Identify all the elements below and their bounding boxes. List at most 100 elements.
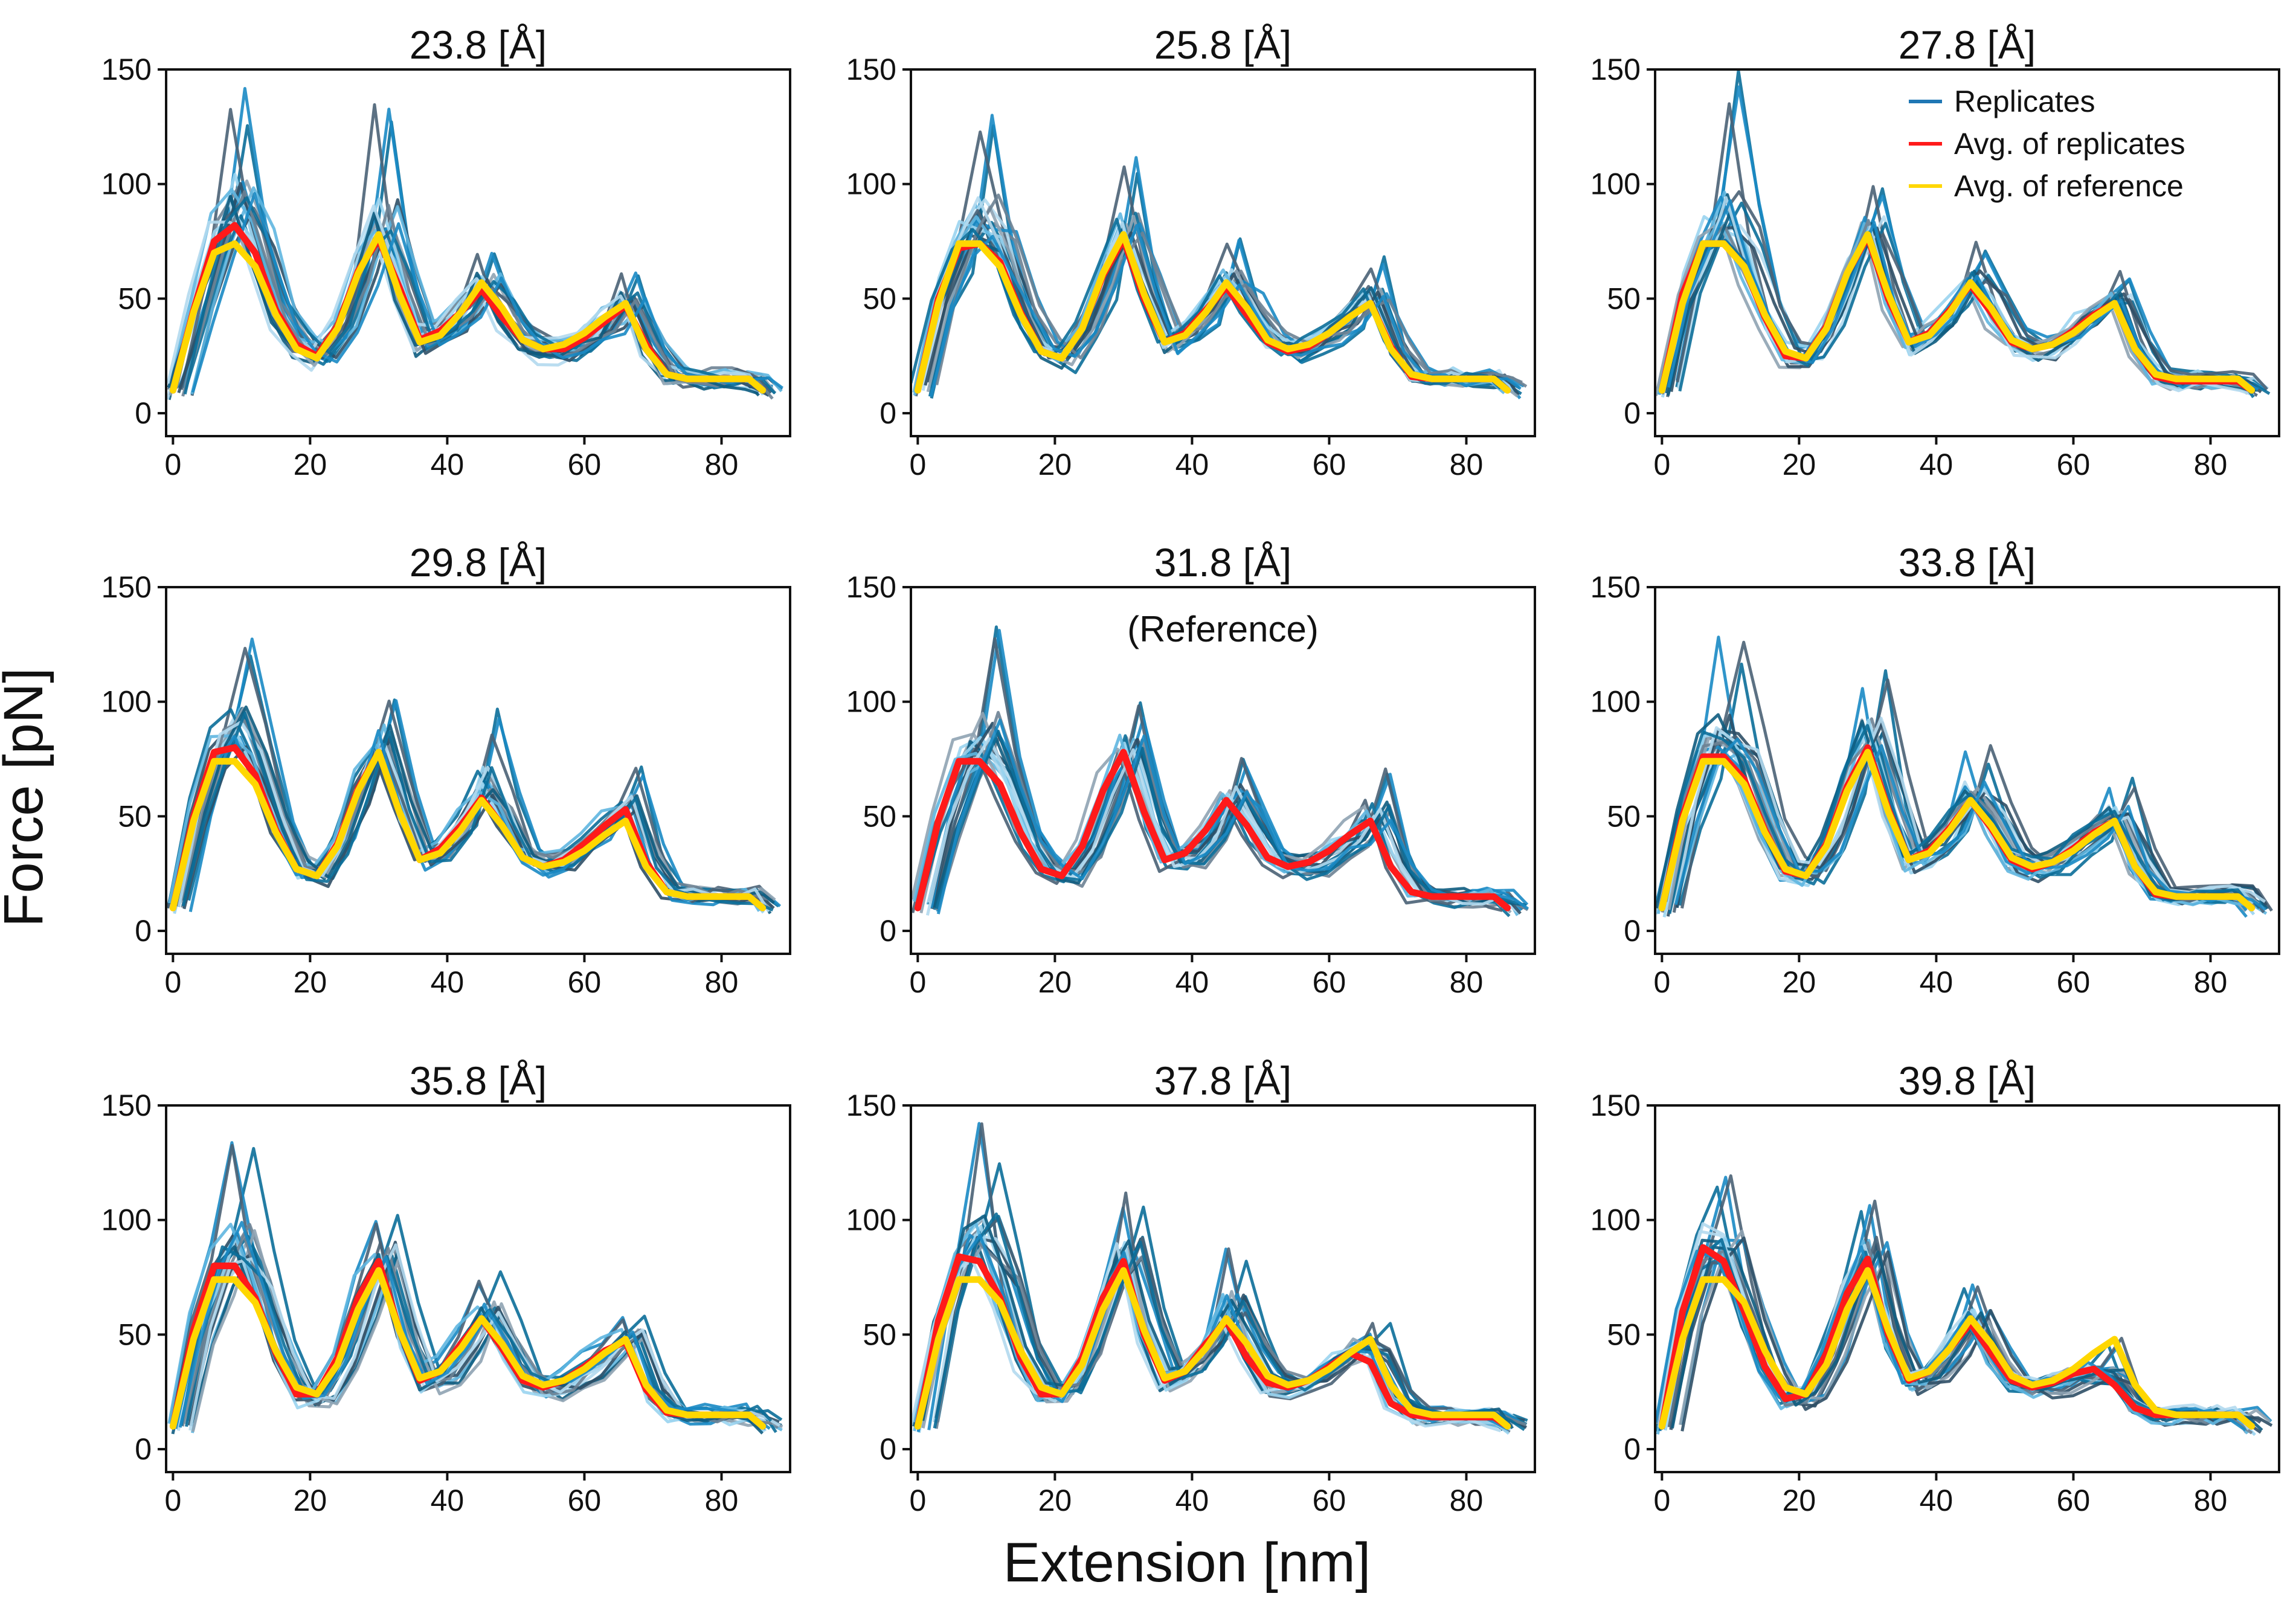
plot-area <box>911 1122 1528 1435</box>
panel-4: 29.8 [Å] 0 20 40 60 80 0 50 100 150 <box>101 540 791 999</box>
x-tick-label: 0 <box>909 448 926 481</box>
x-tick-label: 80 <box>705 1484 739 1517</box>
y-tick-label: 50 <box>863 1317 896 1351</box>
plot-area <box>167 1141 783 1435</box>
x-tick-label: 20 <box>294 965 327 999</box>
x-tick-label: 60 <box>2057 448 2091 481</box>
x-tick-label: 0 <box>1653 965 1670 999</box>
x-tick-label: 80 <box>2194 448 2228 481</box>
y-tick-label: 150 <box>846 53 896 86</box>
x-tick-label: 60 <box>568 448 602 481</box>
plot-area <box>166 637 782 915</box>
x-tick-label: 40 <box>431 1484 465 1517</box>
panel-1: 23.8 [Å] 0 20 40 60 80 0 50 100 150 <box>101 22 791 481</box>
x-tick-label: 60 <box>568 1484 602 1517</box>
x-tick-label: 0 <box>909 965 926 999</box>
y-tick-label: 150 <box>846 570 896 604</box>
x-tick-label: 60 <box>568 965 602 999</box>
replicate-trace <box>181 87 773 388</box>
x-tick-label: 0 <box>909 1484 926 1517</box>
plot-area <box>911 625 1529 918</box>
axes-frame <box>910 586 1536 955</box>
y-tick-label: 150 <box>101 570 152 604</box>
x-tick-label: 40 <box>1920 965 1954 999</box>
panel-subtitle: (Reference) <box>1127 609 1319 649</box>
x-tick-label: 60 <box>2057 1484 2091 1517</box>
panel-8: 37.8 [Å] 0 20 40 60 80 0 50 100 150 <box>846 1058 1536 1517</box>
panel-title: 25.8 [Å] <box>1154 22 1292 67</box>
x-tick-label: 0 <box>164 965 181 999</box>
panel-title: 39.8 [Å] <box>1899 1058 2036 1103</box>
y-tick-label: 50 <box>863 281 896 315</box>
legend-label: Avg. of reference <box>1954 169 2184 203</box>
avg-reference-line <box>914 231 1511 394</box>
x-tick-label: 80 <box>1450 448 1484 481</box>
y-tick-label: 50 <box>863 799 896 833</box>
y-tick-label: 50 <box>118 281 152 315</box>
replicate-trace <box>184 1240 777 1430</box>
x-tick-label: 60 <box>1313 965 1346 999</box>
x-tick-label: 20 <box>294 1484 327 1517</box>
y-tick-label: 150 <box>846 1089 896 1122</box>
y-tick-label: 150 <box>101 1089 152 1122</box>
y-tick-label: 150 <box>1590 1089 1641 1122</box>
replicate-trace <box>931 637 1524 911</box>
axes-frame <box>165 586 791 955</box>
y-tick-label: 100 <box>846 685 896 719</box>
y-tick-label: 0 <box>1624 1432 1641 1466</box>
y-tick-label: 0 <box>135 396 152 430</box>
x-tick-label: 0 <box>164 1484 181 1517</box>
replicate-trace <box>1680 640 2273 912</box>
y-tick-label: 0 <box>879 396 896 430</box>
y-tick-label: 150 <box>1590 53 1641 86</box>
y-tick-label: 100 <box>1590 685 1641 719</box>
avg-reference-line <box>1658 1267 2256 1430</box>
x-tick-label: 40 <box>1920 1484 1954 1517</box>
replicate-trace <box>921 1214 1514 1430</box>
y-tick-label: 50 <box>1607 1317 1641 1351</box>
x-tick-label: 0 <box>1653 448 1670 481</box>
y-tick-label: 0 <box>1624 396 1641 430</box>
y-tick-label: 150 <box>1590 570 1641 604</box>
axes-frame <box>910 68 1536 437</box>
x-tick-label: 40 <box>1920 448 1954 481</box>
replicate-trace <box>1660 724 2253 909</box>
y-tick-label: 50 <box>1607 799 1641 833</box>
replicate-trace <box>936 629 1529 912</box>
panel-5: 31.8 [Å] (Reference) 0 20 40 60 80 0 50 100 150 <box>846 540 1536 999</box>
x-tick-label: 60 <box>1313 448 1346 481</box>
y-tick-label: 0 <box>1624 914 1641 948</box>
x-tick-label: 80 <box>1450 965 1484 999</box>
y-tick-label: 50 <box>118 799 152 833</box>
x-tick-label: 40 <box>1175 448 1209 481</box>
legend-label: Replicates <box>1954 85 2095 118</box>
y-tick-label: 150 <box>101 53 152 86</box>
axes-frame <box>1654 68 2280 437</box>
plot-area <box>1655 635 2273 918</box>
x-tick-label: 20 <box>1038 448 1072 481</box>
legend: Replicates Avg. of replicates Avg. of refe… <box>1909 85 2185 203</box>
y-tick-label: 100 <box>846 167 896 201</box>
x-tick-label: 80 <box>2194 965 2228 999</box>
x-tick-label: 0 <box>164 448 181 481</box>
x-tick-label: 20 <box>1783 1484 1816 1517</box>
y-tick-label: 50 <box>118 1317 152 1351</box>
y-tick-label: 100 <box>101 685 152 719</box>
y-tick-label: 100 <box>101 167 152 201</box>
x-tick-label: 0 <box>1653 1484 1670 1517</box>
x-tick-label: 40 <box>431 448 465 481</box>
y-tick-label: 0 <box>135 1432 152 1466</box>
avg-reference-line <box>169 231 767 394</box>
avg-reference-line <box>1658 231 2256 394</box>
avg-reference-line <box>1658 748 2256 912</box>
plot-area <box>911 114 1528 400</box>
x-tick-label: 20 <box>1038 1484 1072 1517</box>
x-tick-label: 40 <box>431 965 465 999</box>
axes-frame <box>1654 586 2280 955</box>
replicate-trace <box>166 725 758 909</box>
replicate-trace <box>918 1122 1511 1433</box>
x-tick-label: 80 <box>1450 1484 1484 1517</box>
avg-reference-line <box>169 748 767 912</box>
x-tick-label: 40 <box>1175 1484 1209 1517</box>
